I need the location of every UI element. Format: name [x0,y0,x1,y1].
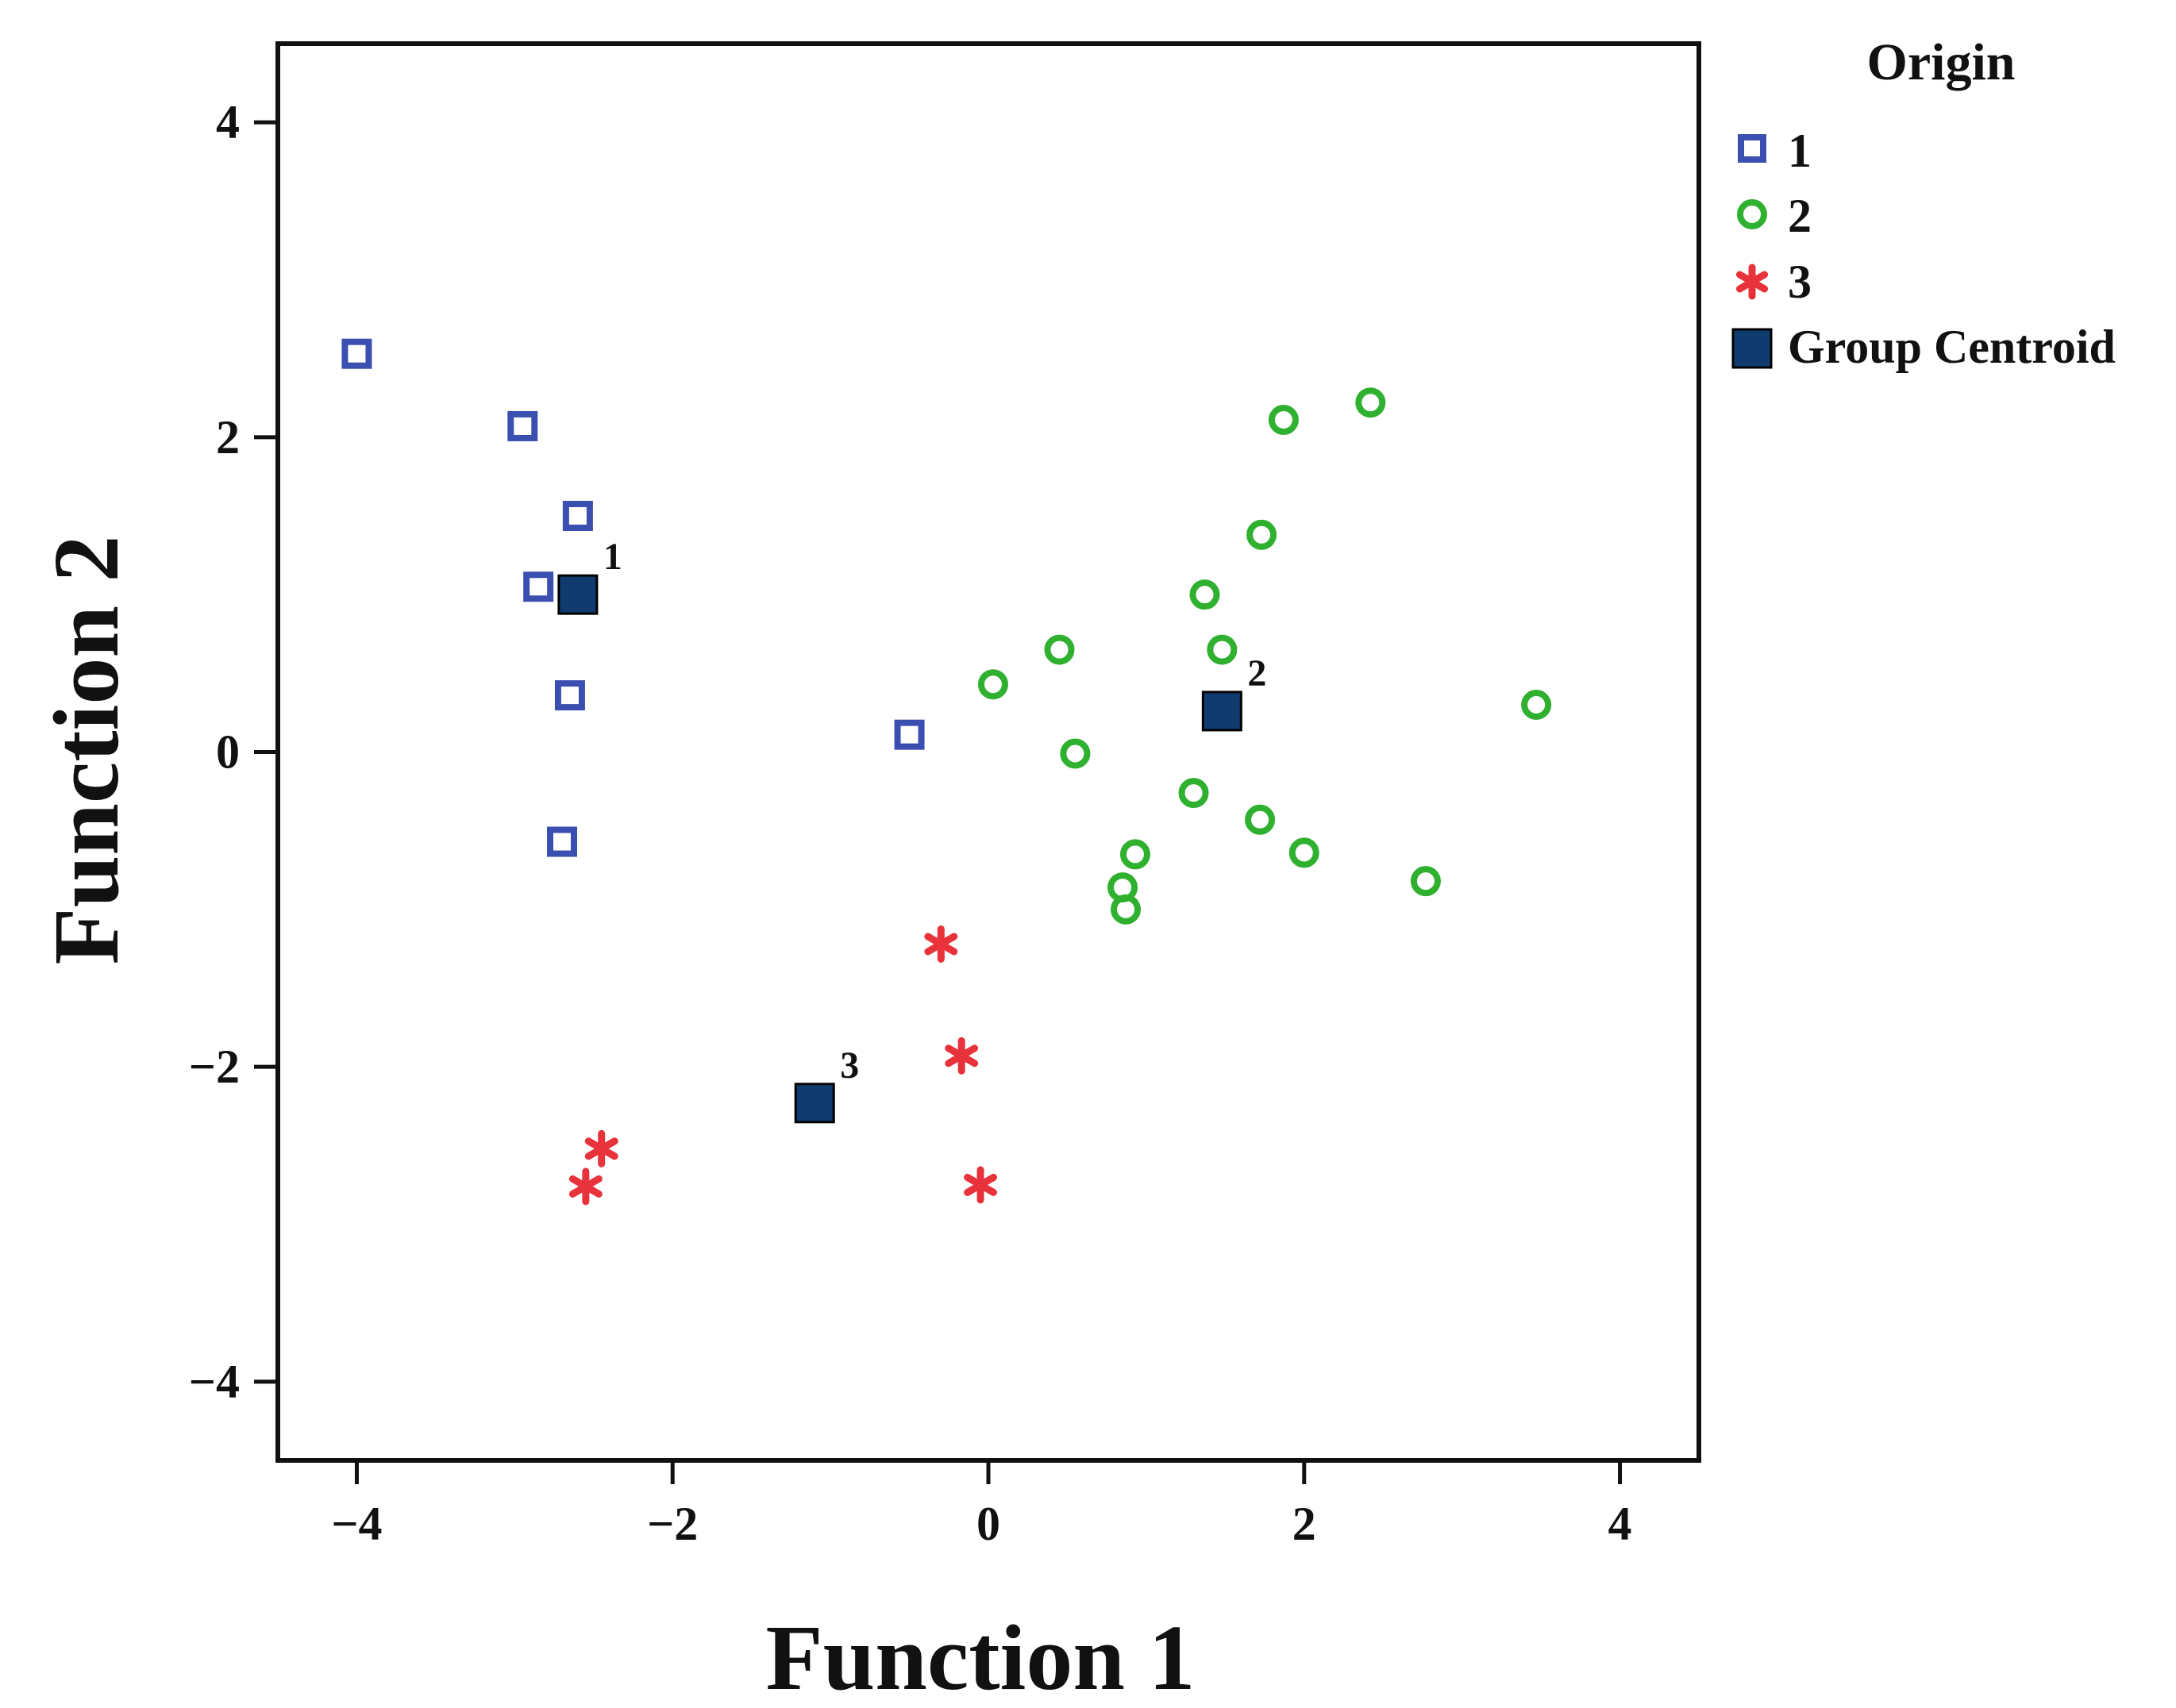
x-tick-label: 4 [1608,1498,1632,1550]
point-series-1 [894,719,925,750]
point-series-3 [964,1166,998,1204]
legend-marker-1 [1738,134,1766,163]
legend-label-group-centroid: Group Centroid [1788,321,2116,373]
y-axis-title: Function 2 [34,536,138,965]
group-centroid-marker [794,1083,835,1124]
point-series-1 [554,680,585,711]
x-axis-title: Function 1 [766,1606,1196,1708]
point-series-1 [341,338,372,369]
legend-star-shape [1735,264,1769,300]
point-series-2 [1111,894,1142,925]
point-series-1 [562,501,593,531]
point-series-2 [1246,519,1277,550]
point-series-1 [523,571,554,602]
point-series-2 [1288,837,1319,868]
legend-label-2: 2 [1788,190,1812,242]
legend-marker-3 [1735,264,1769,300]
point-series-2 [1189,579,1220,610]
point-series-2 [1044,634,1075,665]
legend-marker-group-centroid [1731,328,1773,369]
point-series-2 [1355,387,1386,418]
point-series-1 [507,410,538,441]
y-tick-label: −2 [189,1041,240,1093]
point-series-3 [584,1129,618,1168]
point-series-2 [1060,738,1091,769]
legend-label-1: 1 [1788,125,1812,177]
point-series-2 [1268,405,1299,436]
point-series-3 [568,1168,603,1206]
y-tick-label: 2 [216,411,240,464]
x-tick-label: 2 [1292,1498,1316,1550]
point-series-2 [1521,690,1552,720]
legend: Origin 1 2 3 Group Centroid [1731,33,2116,373]
group-centroid-label: 1 [603,536,622,578]
point-series-1 [547,826,577,857]
point-series-2 [1178,778,1209,809]
point-series-3 [924,925,958,963]
x-tick-label: −2 [647,1498,698,1550]
y-tick-label: 0 [216,726,240,779]
group-centroid-label: 2 [1247,652,1266,694]
group-centroid-label: 3 [840,1044,859,1087]
point-series-2 [1207,634,1238,665]
y-tick-label: 4 [216,96,240,148]
point-series-2 [1245,804,1276,835]
legend-label-3: 3 [1788,256,1812,308]
x-tick-label: −4 [331,1498,382,1550]
point-series-2 [1410,866,1441,897]
y-tick-label: −4 [189,1356,240,1408]
x-tick-label: 0 [976,1498,1000,1550]
point-series-2 [977,669,1008,700]
group-centroid-marker [557,574,599,615]
point-series-2 [1119,839,1150,870]
group-centroid-marker [1201,691,1242,732]
legend-title: Origin [1866,33,2015,91]
point-series-3 [945,1037,979,1075]
legend-marker-2 [1737,199,1767,229]
